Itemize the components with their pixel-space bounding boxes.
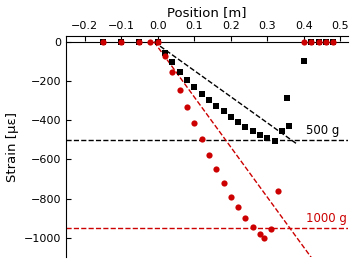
Point: [199, 92, 204, 96]
Point: [330, 40, 336, 44]
Point: [191, 121, 197, 125]
Point: [100, 40, 106, 44]
Point: [206, 98, 212, 102]
Point: [316, 40, 321, 44]
X-axis label: Position [m]: Position [m]: [167, 6, 247, 19]
Point: [286, 124, 292, 128]
Point: [275, 189, 281, 193]
Point: [148, 40, 153, 44]
Point: [162, 50, 168, 55]
Point: [118, 40, 124, 44]
Point: [213, 167, 219, 171]
Point: [162, 53, 168, 58]
Text: 500 g: 500 g: [306, 124, 339, 137]
Point: [221, 181, 226, 185]
Point: [261, 236, 267, 240]
Point: [169, 70, 175, 74]
Point: [235, 120, 241, 124]
Point: [316, 40, 321, 44]
Point: [221, 109, 226, 114]
Point: [257, 133, 263, 137]
Point: [228, 115, 234, 119]
Point: [301, 40, 307, 44]
Point: [177, 70, 182, 74]
Y-axis label: Strain [με]: Strain [με]: [6, 112, 18, 182]
Point: [206, 153, 212, 157]
Point: [213, 103, 219, 108]
Point: [184, 104, 190, 109]
Point: [242, 216, 248, 220]
Point: [191, 85, 197, 89]
Point: [308, 40, 314, 44]
Point: [118, 40, 124, 44]
Point: [308, 40, 314, 44]
Point: [272, 139, 278, 143]
Point: [250, 225, 256, 229]
Point: [235, 205, 241, 210]
Point: [257, 232, 263, 236]
Point: [264, 136, 270, 140]
Point: [100, 40, 106, 44]
Point: [250, 129, 256, 133]
Point: [184, 78, 190, 82]
Point: [155, 40, 160, 44]
Text: 1000 g: 1000 g: [306, 212, 346, 225]
Point: [169, 60, 175, 64]
Point: [177, 88, 182, 92]
Point: [242, 125, 248, 129]
Point: [323, 40, 329, 44]
Point: [155, 40, 160, 44]
Point: [323, 40, 329, 44]
Point: [199, 137, 204, 141]
Point: [330, 40, 336, 44]
Point: [285, 96, 290, 100]
Point: [268, 227, 274, 231]
Point: [137, 40, 142, 44]
Point: [301, 59, 307, 64]
Point: [279, 129, 285, 133]
Point: [228, 195, 234, 199]
Point: [137, 40, 142, 44]
